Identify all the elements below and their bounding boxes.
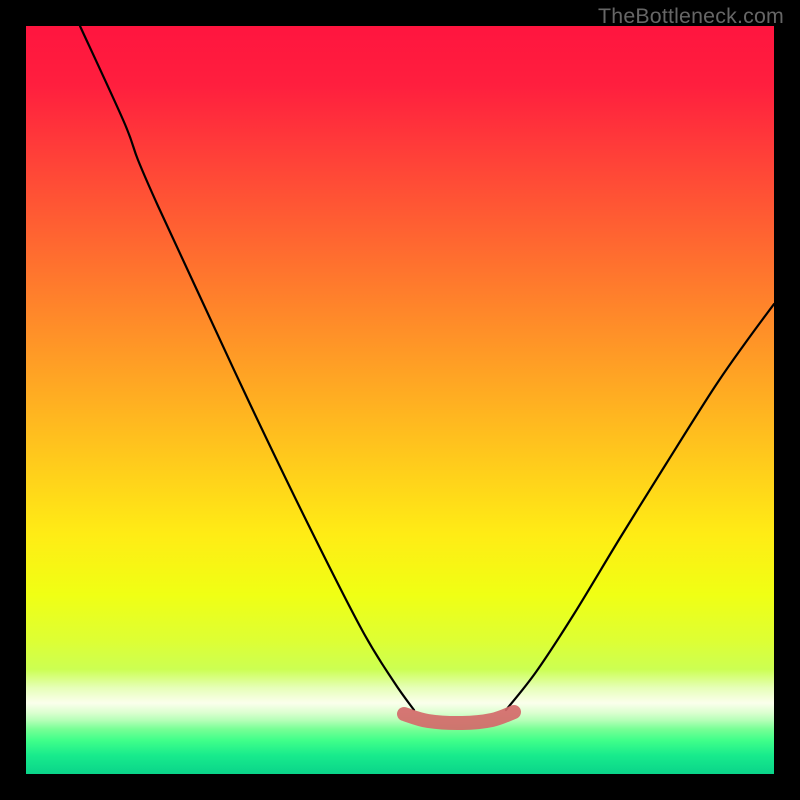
- watermark-text: TheBottleneck.com: [598, 4, 784, 29]
- plot-svg: [26, 26, 774, 774]
- bottleneck-curve-left: [80, 26, 414, 710]
- bottleneck-curve-right: [506, 304, 774, 710]
- bottleneck-flat-segment: [404, 712, 514, 723]
- chart-frame: TheBottleneck.com: [0, 0, 800, 800]
- plot-area: [26, 26, 774, 774]
